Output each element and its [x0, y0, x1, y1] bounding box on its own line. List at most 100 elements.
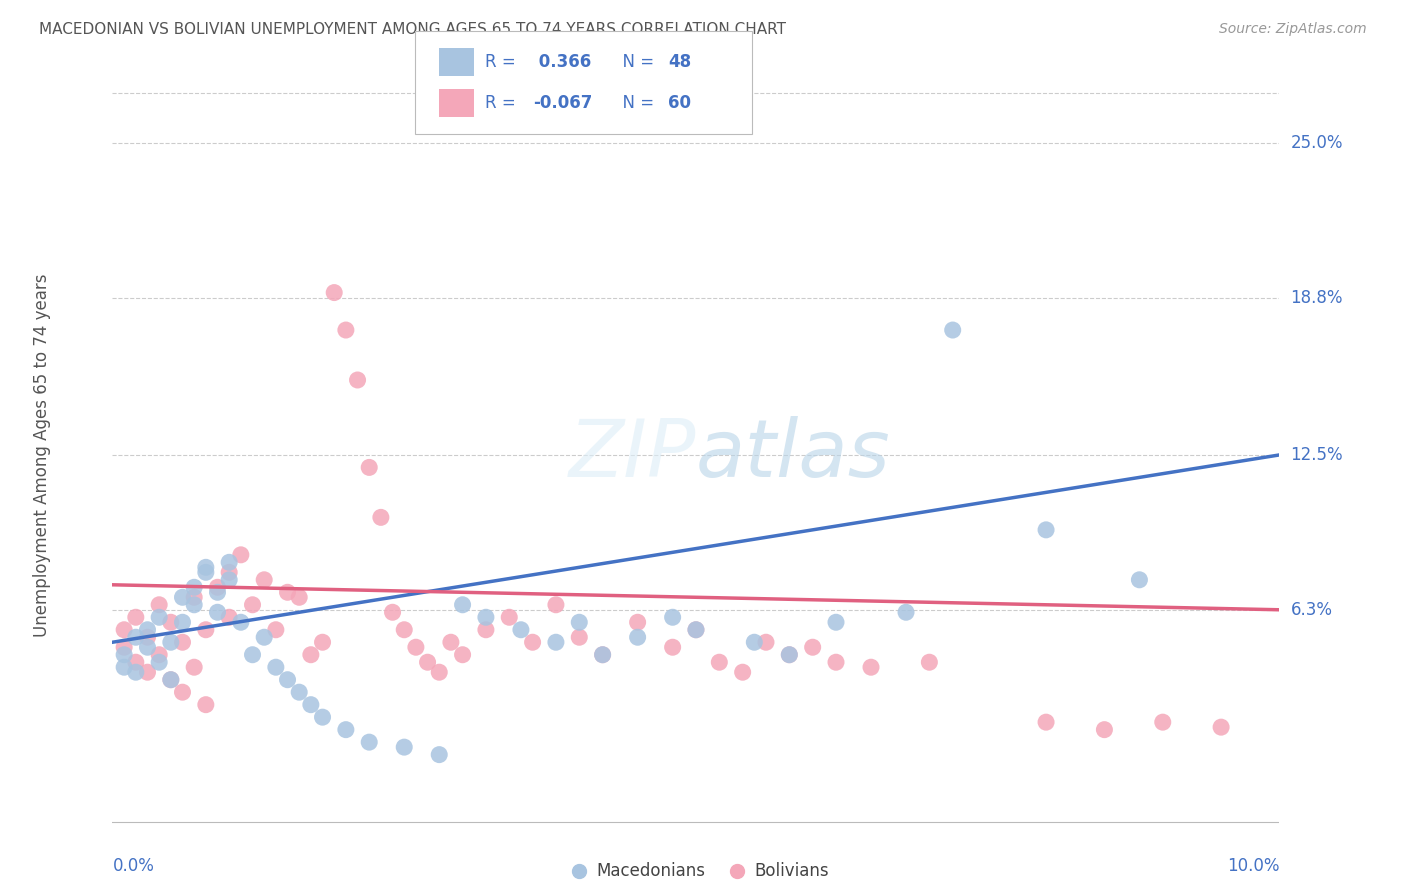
Point: [125, 630, 148, 644]
Point: [172, 635, 194, 649]
Point: [592, 648, 614, 662]
Point: [627, 630, 650, 644]
Point: [685, 623, 707, 637]
Point: [509, 623, 531, 637]
Point: [207, 585, 229, 599]
Text: -0.067: -0.067: [533, 95, 592, 112]
Point: [148, 655, 170, 669]
Point: [160, 673, 183, 687]
Point: [194, 698, 217, 712]
Point: [112, 660, 135, 674]
Point: [112, 623, 135, 637]
Text: MACEDONIAN VS BOLIVIAN UNEMPLOYMENT AMONG AGES 65 TO 74 YEARS CORRELATION CHART: MACEDONIAN VS BOLIVIAN UNEMPLOYMENT AMON…: [39, 22, 786, 37]
Point: [136, 665, 159, 680]
Text: N =: N =: [612, 53, 659, 70]
Text: 18.8%: 18.8%: [1291, 289, 1343, 307]
Point: [1094, 723, 1116, 737]
Point: [125, 665, 148, 680]
Point: [172, 685, 194, 699]
Text: R =: R =: [485, 95, 522, 112]
Point: [242, 598, 264, 612]
Point: [918, 655, 941, 669]
Point: [346, 373, 368, 387]
Point: [125, 655, 148, 669]
Point: [1152, 715, 1174, 730]
Text: ZIP: ZIP: [568, 416, 696, 494]
Point: [194, 560, 217, 574]
Point: [172, 591, 194, 605]
Point: [264, 660, 287, 674]
Point: [112, 640, 135, 655]
Point: [207, 580, 229, 594]
Point: [194, 566, 217, 580]
Point: [825, 615, 848, 630]
Text: 60: 60: [668, 95, 690, 112]
Point: [299, 698, 322, 712]
Point: [125, 610, 148, 624]
Point: [148, 648, 170, 662]
Point: [825, 655, 848, 669]
Text: 12.5%: 12.5%: [1291, 446, 1343, 464]
Point: [359, 460, 381, 475]
Point: [661, 640, 683, 655]
Point: [1128, 573, 1150, 587]
Point: [942, 323, 965, 337]
Point: [136, 630, 159, 644]
Point: [627, 615, 650, 630]
Text: 0.0%: 0.0%: [112, 857, 155, 875]
Text: Source: ZipAtlas.com: Source: ZipAtlas.com: [1219, 22, 1367, 37]
Point: [359, 735, 381, 749]
Point: [160, 673, 183, 687]
Text: Bolivians: Bolivians: [755, 862, 830, 880]
Text: atlas: atlas: [696, 416, 891, 494]
Point: [451, 648, 474, 662]
Point: [194, 623, 217, 637]
Point: [183, 598, 205, 612]
Point: [207, 605, 229, 619]
Point: [522, 635, 544, 649]
Point: [183, 660, 205, 674]
Point: [253, 573, 276, 587]
Point: [381, 605, 404, 619]
Point: [218, 566, 240, 580]
Point: [709, 655, 731, 669]
Point: [160, 635, 183, 649]
Point: [160, 615, 183, 630]
Point: [427, 665, 450, 680]
Text: 10.0%: 10.0%: [1227, 857, 1279, 875]
Point: [731, 665, 754, 680]
Point: [592, 648, 614, 662]
Text: R =: R =: [485, 53, 522, 70]
Point: [451, 598, 474, 612]
Point: [394, 740, 416, 755]
Point: [218, 573, 240, 587]
Point: [778, 648, 800, 662]
Point: [288, 591, 311, 605]
Point: [323, 285, 346, 300]
Point: [661, 610, 683, 624]
Text: 0.366: 0.366: [533, 53, 591, 70]
Point: [218, 610, 240, 624]
Point: [253, 630, 276, 644]
Point: [498, 610, 520, 624]
Point: [894, 605, 917, 619]
Point: [299, 648, 322, 662]
Point: [335, 323, 357, 337]
Point: [544, 635, 567, 649]
Point: [148, 610, 170, 624]
Point: [183, 580, 205, 594]
Point: [568, 615, 591, 630]
Text: Unemployment Among Ages 65 to 74 years: Unemployment Among Ages 65 to 74 years: [34, 273, 52, 637]
Point: [1035, 715, 1057, 730]
Point: [229, 615, 252, 630]
Text: N =: N =: [612, 95, 659, 112]
Point: [112, 648, 135, 662]
Point: [288, 685, 311, 699]
Point: [755, 635, 778, 649]
Point: [742, 635, 765, 649]
Point: [405, 640, 427, 655]
Point: [229, 548, 252, 562]
Text: 6.3%: 6.3%: [1291, 601, 1333, 619]
Point: [568, 630, 591, 644]
Point: [394, 623, 416, 637]
